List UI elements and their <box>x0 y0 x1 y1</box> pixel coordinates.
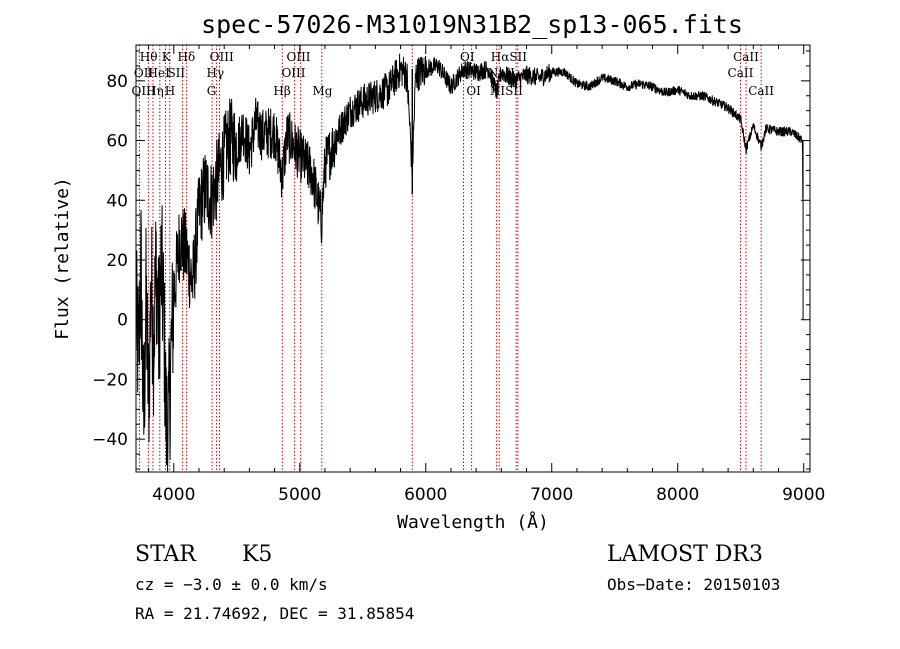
spectrum-line <box>135 53 804 473</box>
line-label: Hη <box>146 84 164 98</box>
line-label: OIII <box>210 50 234 64</box>
spectral-line-markers <box>138 45 762 472</box>
line-label: OII <box>134 66 154 80</box>
line-label: Hθ <box>140 50 158 64</box>
x-tick-label: 7000 <box>530 485 573 505</box>
axis-ticks: 4000 5000 6000 7000 8000 9000 −40 −20 0 20 40 60 80 <box>92 45 825 505</box>
x-tick-label: 4000 <box>152 485 195 505</box>
line-label: CaII <box>748 84 774 98</box>
line-label: G <box>207 84 217 98</box>
y-tick-label: 60 <box>106 132 128 152</box>
line-label: K <box>162 50 172 64</box>
x-tick-label: 6000 <box>404 485 447 505</box>
chart-title: spec-57026-M31019N31B2_sp13-065.fits <box>201 10 743 39</box>
line-label: OIII <box>132 84 156 98</box>
object-subclass: K5 <box>242 542 272 567</box>
line-label: HαSII <box>491 50 528 64</box>
line-label: HeI <box>148 66 171 80</box>
line-label: OI <box>460 50 475 64</box>
y-tick-label: 80 <box>106 72 128 92</box>
line-label: OIII <box>286 50 310 64</box>
obs-date-text: Obs−Date: 20150103 <box>607 575 780 594</box>
x-tick-label: 9000 <box>782 485 825 505</box>
survey-name: LAMOST DR3 <box>607 542 763 567</box>
x-axis-label: Wavelength (Å) <box>397 511 549 533</box>
object-class: STAR <box>135 542 197 567</box>
x-tick-label: 5000 <box>278 485 321 505</box>
spectrum-layer <box>135 53 804 473</box>
line-label: Hβ <box>273 84 290 98</box>
y-tick-label: −20 <box>92 370 128 390</box>
y-axis-label: Flux (relative) <box>52 177 73 340</box>
y-tick-label: 0 <box>117 311 128 331</box>
line-label: SII <box>167 66 185 80</box>
redshift-text: cz = −3.0 ± 0.0 km/s <box>135 575 328 594</box>
line-label: CaII <box>728 66 754 80</box>
line-label: Mg <box>312 84 332 98</box>
line-label: Hδ <box>178 50 196 64</box>
line-label: Hγ <box>207 66 225 80</box>
y-tick-label: −40 <box>92 430 128 450</box>
line-label: CaII <box>733 50 759 64</box>
line-label: H <box>165 84 175 98</box>
line-label: OI <box>466 84 481 98</box>
coords-text: RA = 21.74692, DEC = 31.85854 <box>135 604 414 623</box>
line-label: OIII <box>281 66 305 80</box>
plot-frame <box>135 44 811 473</box>
y-tick-label: 20 <box>106 251 128 271</box>
x-tick-label: 8000 <box>656 485 699 505</box>
y-tick-label: 40 <box>106 191 128 211</box>
